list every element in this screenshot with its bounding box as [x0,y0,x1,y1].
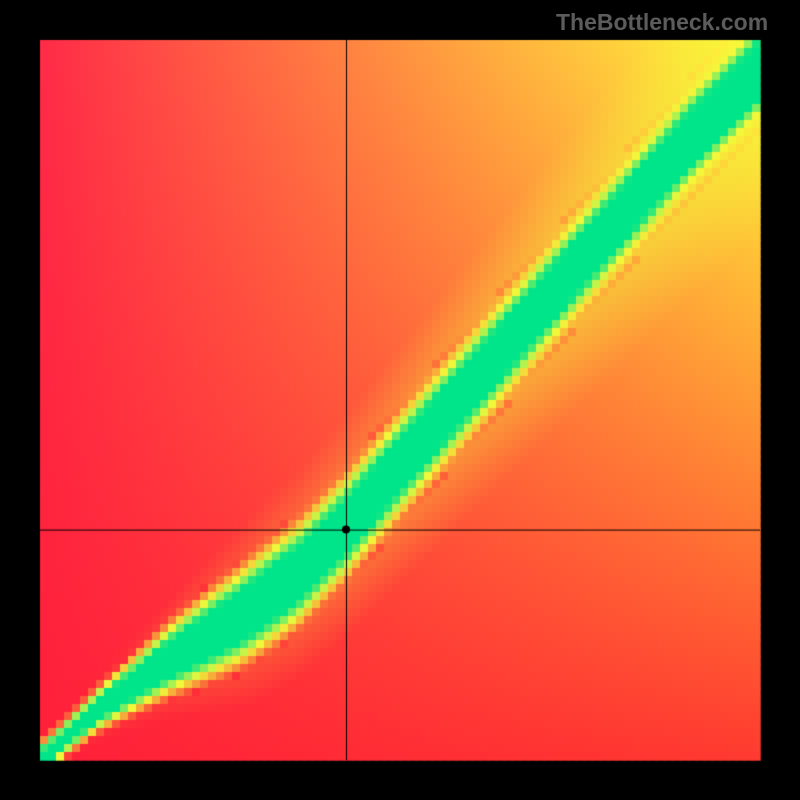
bottleneck-heatmap [0,0,800,800]
watermark-text: TheBottleneck.com [556,9,768,36]
